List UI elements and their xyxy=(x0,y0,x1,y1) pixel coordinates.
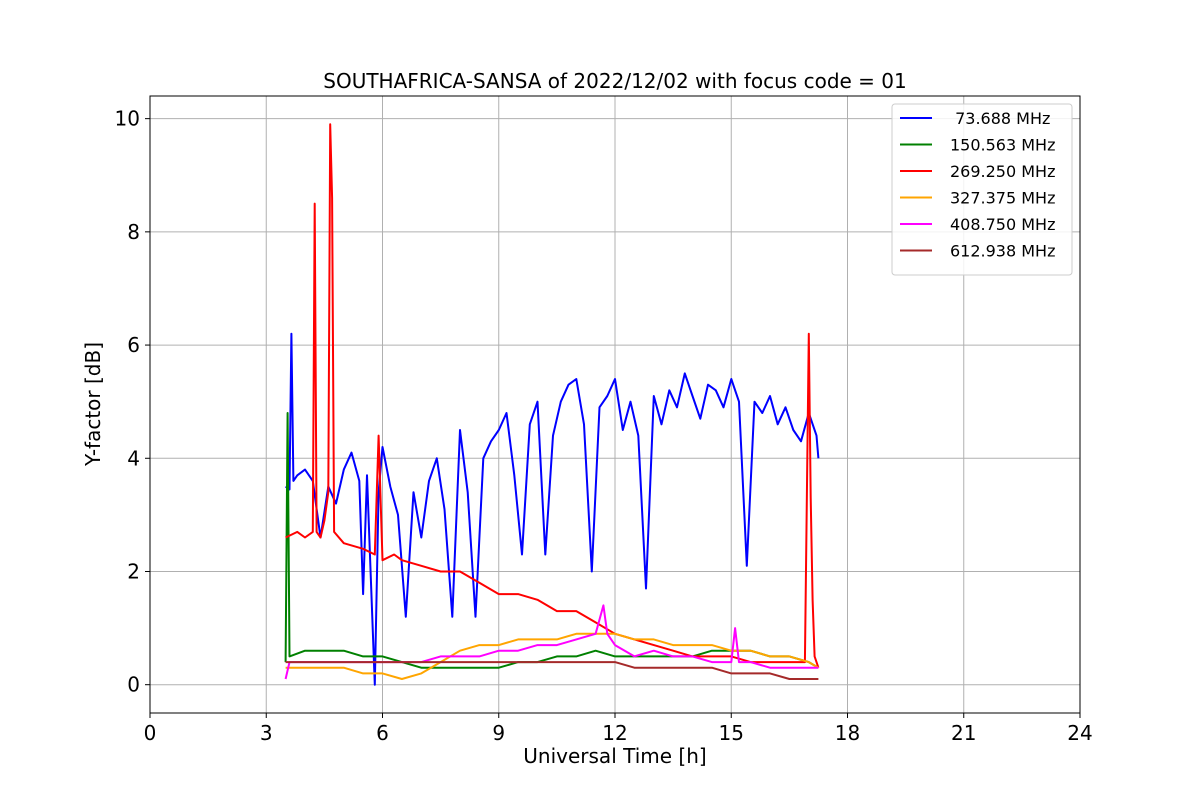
x-tick-label: 15 xyxy=(719,721,744,745)
legend-box xyxy=(891,103,1073,276)
y-tick-label: 10 xyxy=(115,107,140,131)
y-tick-label: 8 xyxy=(127,220,140,244)
legend-label: 612.938 MHz xyxy=(950,242,1055,261)
legend: 73.688 MHz 150.563 MHz 269.250 MHz 327.375 … xyxy=(891,103,1073,276)
x-axis-label: Universal Time [h] xyxy=(523,744,706,768)
y-tick-label: 4 xyxy=(127,446,140,470)
chart-title: SOUTHAFRICA-SANSA of 2022/12/02 with foc… xyxy=(323,69,907,93)
series-line-1 xyxy=(285,332,820,686)
x-tick-label: 12 xyxy=(602,721,627,745)
legend-label: 269.250 MHz xyxy=(950,162,1055,181)
legend-label: 327.375 MHz xyxy=(950,189,1055,208)
y-axis-label: Y-factor [dB] xyxy=(81,342,105,467)
legend-label: 150.563 MHz xyxy=(950,136,1055,155)
x-tick-label: 6 xyxy=(376,721,389,745)
x-tick-label: 18 xyxy=(835,721,860,745)
x-tick-label: 21 xyxy=(951,721,976,745)
legend-label: 408.750 MHz xyxy=(950,215,1055,234)
series-line-3 xyxy=(285,123,820,669)
series-layer xyxy=(284,123,820,686)
y-tick-label: 2 xyxy=(127,559,140,583)
y-tick-label: 0 xyxy=(127,673,140,697)
x-tick-label: 24 xyxy=(1067,721,1092,745)
y-tick-label: 6 xyxy=(127,333,140,357)
series-line-5 xyxy=(284,604,819,680)
series-line-6 xyxy=(285,661,819,680)
x-tick-label: 9 xyxy=(492,721,505,745)
x-tick-label: 0 xyxy=(144,721,157,745)
x-tick-label: 3 xyxy=(260,721,273,745)
legend-label: 73.688 MHz xyxy=(950,109,1050,128)
